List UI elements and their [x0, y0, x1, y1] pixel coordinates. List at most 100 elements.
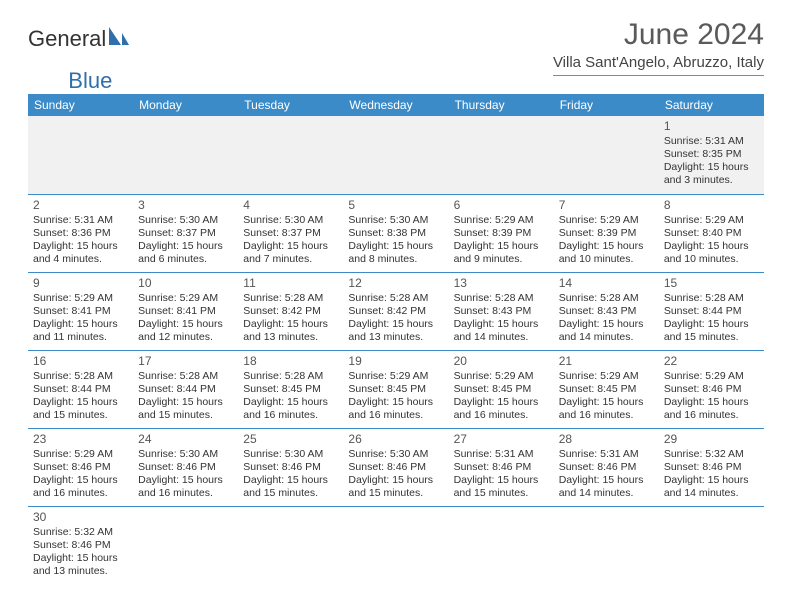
sunrise-text: Sunrise: 5:31 AM — [33, 214, 128, 227]
calendar-cell — [343, 116, 448, 194]
day-number: 12 — [348, 276, 443, 291]
sunset-text: Sunset: 8:46 PM — [348, 461, 443, 474]
sunset-text: Sunset: 8:46 PM — [243, 461, 338, 474]
day-number: 13 — [454, 276, 549, 291]
page-title: June 2024 — [553, 18, 764, 52]
day-number: 24 — [138, 432, 233, 447]
sunrise-text: Sunrise: 5:29 AM — [559, 214, 654, 227]
sunset-text: Sunset: 8:43 PM — [559, 305, 654, 318]
sunset-text: Sunset: 8:37 PM — [138, 227, 233, 240]
sunset-text: Sunset: 8:43 PM — [454, 305, 549, 318]
calendar-cell: 27Sunrise: 5:31 AMSunset: 8:46 PMDayligh… — [449, 428, 554, 506]
calendar-table: SundayMondayTuesdayWednesdayThursdayFrid… — [28, 94, 764, 584]
calendar-cell: 2Sunrise: 5:31 AMSunset: 8:36 PMDaylight… — [28, 194, 133, 272]
calendar-cell: 24Sunrise: 5:30 AMSunset: 8:46 PMDayligh… — [133, 428, 238, 506]
day-number: 14 — [559, 276, 654, 291]
daylight-text: Daylight: 15 hours and 6 minutes. — [138, 240, 233, 266]
day-number: 2 — [33, 198, 128, 213]
calendar-cell: 23Sunrise: 5:29 AMSunset: 8:46 PMDayligh… — [28, 428, 133, 506]
sunset-text: Sunset: 8:46 PM — [33, 539, 128, 552]
daylight-text: Daylight: 15 hours and 11 minutes. — [33, 318, 128, 344]
calendar-cell — [133, 116, 238, 194]
brand-part1: General — [28, 26, 106, 52]
calendar-cell: 29Sunrise: 5:32 AMSunset: 8:46 PMDayligh… — [659, 428, 764, 506]
sunset-text: Sunset: 8:38 PM — [348, 227, 443, 240]
calendar-cell: 28Sunrise: 5:31 AMSunset: 8:46 PMDayligh… — [554, 428, 659, 506]
day-number: 8 — [664, 198, 759, 213]
weekday-header: Saturday — [659, 94, 764, 116]
brand-part2: Blue — [68, 68, 112, 94]
calendar-cell: 3Sunrise: 5:30 AMSunset: 8:37 PMDaylight… — [133, 194, 238, 272]
weekday-header: Tuesday — [238, 94, 343, 116]
sunrise-text: Sunrise: 5:30 AM — [243, 448, 338, 461]
daylight-text: Daylight: 15 hours and 10 minutes. — [559, 240, 654, 266]
calendar-cell: 6Sunrise: 5:29 AMSunset: 8:39 PMDaylight… — [449, 194, 554, 272]
sunrise-text: Sunrise: 5:29 AM — [454, 214, 549, 227]
sunrise-text: Sunrise: 5:29 AM — [33, 292, 128, 305]
day-number: 27 — [454, 432, 549, 447]
daylight-text: Daylight: 15 hours and 16 minutes. — [33, 474, 128, 500]
day-number: 11 — [243, 276, 338, 291]
sunset-text: Sunset: 8:37 PM — [243, 227, 338, 240]
sunrise-text: Sunrise: 5:29 AM — [348, 370, 443, 383]
daylight-text: Daylight: 15 hours and 16 minutes. — [348, 396, 443, 422]
daylight-text: Daylight: 15 hours and 16 minutes. — [454, 396, 549, 422]
calendar-cell: 12Sunrise: 5:28 AMSunset: 8:42 PMDayligh… — [343, 272, 448, 350]
calendar-cell: 9Sunrise: 5:29 AMSunset: 8:41 PMDaylight… — [28, 272, 133, 350]
calendar-cell: 1Sunrise: 5:31 AMSunset: 8:35 PMDaylight… — [659, 116, 764, 194]
daylight-text: Daylight: 15 hours and 13 minutes. — [33, 552, 128, 578]
daylight-text: Daylight: 15 hours and 16 minutes. — [138, 474, 233, 500]
sunset-text: Sunset: 8:46 PM — [664, 383, 759, 396]
daylight-text: Daylight: 15 hours and 15 minutes. — [243, 474, 338, 500]
calendar-cell: 20Sunrise: 5:29 AMSunset: 8:45 PMDayligh… — [449, 350, 554, 428]
calendar-cell — [449, 506, 554, 584]
sunrise-text: Sunrise: 5:29 AM — [138, 292, 233, 305]
calendar-head: SundayMondayTuesdayWednesdayThursdayFrid… — [28, 94, 764, 116]
weekday-header: Friday — [554, 94, 659, 116]
calendar-cell — [238, 506, 343, 584]
sunset-text: Sunset: 8:39 PM — [454, 227, 549, 240]
day-number: 29 — [664, 432, 759, 447]
sunset-text: Sunset: 8:36 PM — [33, 227, 128, 240]
sunrise-text: Sunrise: 5:30 AM — [138, 448, 233, 461]
sunset-text: Sunset: 8:46 PM — [559, 461, 654, 474]
sunrise-text: Sunrise: 5:31 AM — [664, 135, 759, 148]
calendar-cell: 21Sunrise: 5:29 AMSunset: 8:45 PMDayligh… — [554, 350, 659, 428]
day-number: 30 — [33, 510, 128, 525]
sunset-text: Sunset: 8:42 PM — [243, 305, 338, 318]
day-number: 6 — [454, 198, 549, 213]
daylight-text: Daylight: 15 hours and 15 minutes. — [348, 474, 443, 500]
sunset-text: Sunset: 8:42 PM — [348, 305, 443, 318]
sunrise-text: Sunrise: 5:31 AM — [559, 448, 654, 461]
sunrise-text: Sunrise: 5:29 AM — [33, 448, 128, 461]
sunset-text: Sunset: 8:44 PM — [33, 383, 128, 396]
daylight-text: Daylight: 15 hours and 12 minutes. — [138, 318, 233, 344]
calendar-cell — [554, 506, 659, 584]
sunrise-text: Sunrise: 5:28 AM — [243, 292, 338, 305]
weekday-header: Sunday — [28, 94, 133, 116]
daylight-text: Daylight: 15 hours and 14 minutes. — [559, 474, 654, 500]
sunrise-text: Sunrise: 5:30 AM — [243, 214, 338, 227]
daylight-text: Daylight: 15 hours and 15 minutes. — [664, 318, 759, 344]
day-number: 25 — [243, 432, 338, 447]
daylight-text: Daylight: 15 hours and 3 minutes. — [664, 161, 759, 187]
day-number: 21 — [559, 354, 654, 369]
weekday-header: Thursday — [449, 94, 554, 116]
sunset-text: Sunset: 8:46 PM — [138, 461, 233, 474]
sunset-text: Sunset: 8:39 PM — [559, 227, 654, 240]
day-number: 26 — [348, 432, 443, 447]
sunrise-text: Sunrise: 5:32 AM — [664, 448, 759, 461]
sunrise-text: Sunrise: 5:29 AM — [664, 214, 759, 227]
calendar-cell: 10Sunrise: 5:29 AMSunset: 8:41 PMDayligh… — [133, 272, 238, 350]
sunset-text: Sunset: 8:45 PM — [243, 383, 338, 396]
sunset-text: Sunset: 8:45 PM — [454, 383, 549, 396]
calendar-cell: 15Sunrise: 5:28 AMSunset: 8:44 PMDayligh… — [659, 272, 764, 350]
day-number: 28 — [559, 432, 654, 447]
sunrise-text: Sunrise: 5:32 AM — [33, 526, 128, 539]
daylight-text: Daylight: 15 hours and 4 minutes. — [33, 240, 128, 266]
calendar-cell — [238, 116, 343, 194]
daylight-text: Daylight: 15 hours and 7 minutes. — [243, 240, 338, 266]
weekday-header: Wednesday — [343, 94, 448, 116]
daylight-text: Daylight: 15 hours and 15 minutes. — [454, 474, 549, 500]
calendar-cell: 18Sunrise: 5:28 AMSunset: 8:45 PMDayligh… — [238, 350, 343, 428]
